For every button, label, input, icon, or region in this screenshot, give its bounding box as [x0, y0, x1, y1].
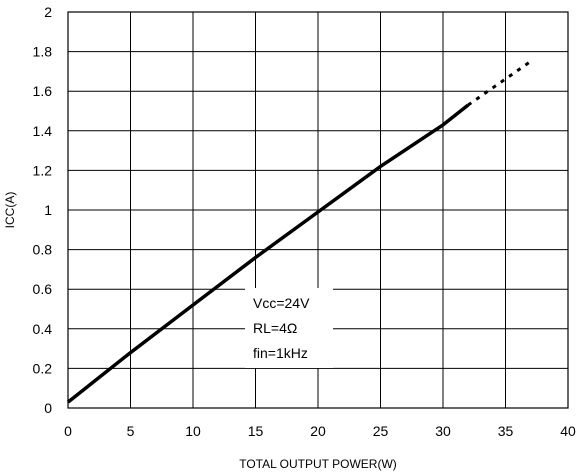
plot-frame — [67, 11, 569, 409]
annotation-line: Vcc=24V — [253, 295, 310, 311]
x-tick-label: 15 — [248, 423, 264, 439]
x-axis-title: TOTAL OUTPUT POWER(W) — [239, 457, 397, 471]
x-tick-label: 35 — [498, 423, 514, 439]
annotation-box: Vcc=24V RL=4Ω fin=1kHz — [245, 288, 333, 368]
x-tick-label: 30 — [435, 423, 451, 439]
annotation-line: RL=4Ω — [253, 320, 297, 336]
y-tick-label: 0 — [44, 400, 52, 416]
x-tick-label: 0 — [64, 423, 72, 439]
x-tick-label: 40 — [560, 423, 576, 439]
y-tick-label: 0.6 — [33, 281, 53, 297]
series-lines — [66, 60, 532, 404]
y-tick-label: 1.2 — [33, 162, 53, 178]
x-tick-label: 10 — [185, 423, 201, 439]
y-tick-label: 0.8 — [33, 242, 53, 258]
y-axis-title: ICC(A) — [3, 192, 17, 229]
extrapolated-series-line — [467, 60, 532, 107]
x-tick-label: 5 — [127, 423, 135, 439]
annotation-line: fin=1kHz — [253, 345, 308, 361]
y-tick-label: 1.8 — [33, 44, 53, 60]
icc-series-line — [66, 103, 470, 404]
y-tick-label: 1.6 — [33, 83, 53, 99]
tick-labels: 0 5 10 15 20 25 30 35 40 0 0.2 0.4 0.6 0.8 1 1.2 1.4 1.6 1… — [33, 4, 576, 439]
x-tick-label: 20 — [310, 423, 326, 439]
y-tick-label: 2 — [44, 4, 52, 20]
y-tick-label: 0.2 — [33, 360, 53, 376]
y-tick-label: 0.4 — [33, 321, 53, 337]
y-tick-label: 1 — [44, 202, 52, 218]
x-tick-label: 25 — [373, 423, 389, 439]
annotation-background — [245, 288, 333, 368]
y-tick-label: 1.4 — [33, 123, 53, 139]
